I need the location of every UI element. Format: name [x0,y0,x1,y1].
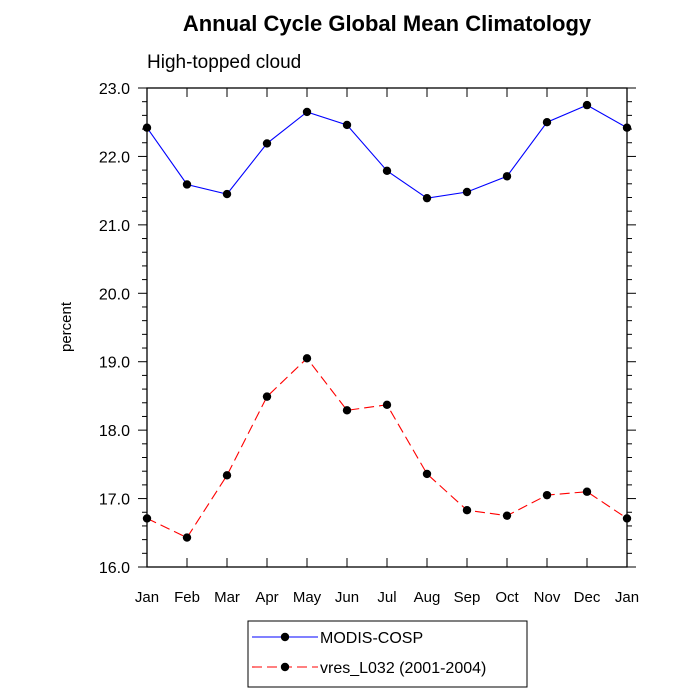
plot-frame [146,87,628,568]
series-line [146,357,628,539]
data-point [262,392,272,401]
y-tick-label: 21.0 [99,218,130,235]
x-tick-label: Jul [377,589,396,606]
legend-label: MODIS-COSP [320,630,423,647]
series-1 [142,100,632,203]
y-tick-label: 18.0 [99,423,130,440]
y-tick-label: 20.0 [99,286,130,303]
legend: MODIS-COSP vres_L032 (2001-2004) [247,620,528,688]
series-line [146,104,628,199]
data-point [142,514,152,523]
y-tick-label: 16.0 [99,560,130,577]
chart-subtitle: High-topped cloud [147,52,301,73]
x-tick-label: Sep [454,589,481,606]
data-point [422,469,432,479]
data-point [182,180,192,189]
data-point [262,139,272,148]
data-point [502,511,512,520]
data-point [502,172,512,181]
y-axis-label: percent [58,301,75,352]
data-point [542,118,552,127]
data-point [222,471,232,480]
data-point [462,506,472,515]
data-point [622,123,632,132]
chart-title: Annual Cycle Global Mean Climatology [183,11,592,36]
x-tick-label: Dec [574,589,601,606]
x-tick-label: Jan [135,589,159,606]
x-tick-label: Feb [174,589,200,606]
x-tick-label: Aug [414,589,441,606]
x-tick-label: Jan [615,589,639,606]
data-point [622,514,632,523]
y-tick-label: 23.0 [99,81,130,98]
x-tick-label: Mar [214,589,240,606]
y-tick-label: 22.0 [99,149,130,166]
y-tick-label: 19.0 [99,355,130,372]
legend-marker [280,662,290,672]
data-point [222,189,232,199]
x-tick-label: May [293,589,322,606]
legend-marker [280,632,290,642]
data-point [342,406,352,415]
data-point [582,100,592,110]
legend-label: vres_L032 (2001-2004) [320,660,486,677]
data-point [382,400,392,410]
x-tick-label: Apr [255,589,278,606]
data-point [142,123,152,132]
y-tick-label: 17.0 [99,492,130,509]
data-point [382,166,392,175]
data-point [422,193,432,203]
x-tick-label: Nov [534,589,561,606]
data-point [182,533,192,542]
axis-ticks: Jan Feb Mar Apr May Jun Jul Aug Sep Oct Nov Dec Jan 1… [99,81,639,606]
x-tick-label: Jun [335,589,359,606]
x-tick-label: Oct [495,589,519,606]
data-point [582,487,592,496]
data-point [462,187,472,197]
data-point [302,107,312,117]
data-point [302,354,312,363]
series-2 [142,354,632,542]
data-point [542,490,552,500]
data-point [342,120,352,130]
series-layer [142,100,632,542]
legend-box [247,620,528,688]
